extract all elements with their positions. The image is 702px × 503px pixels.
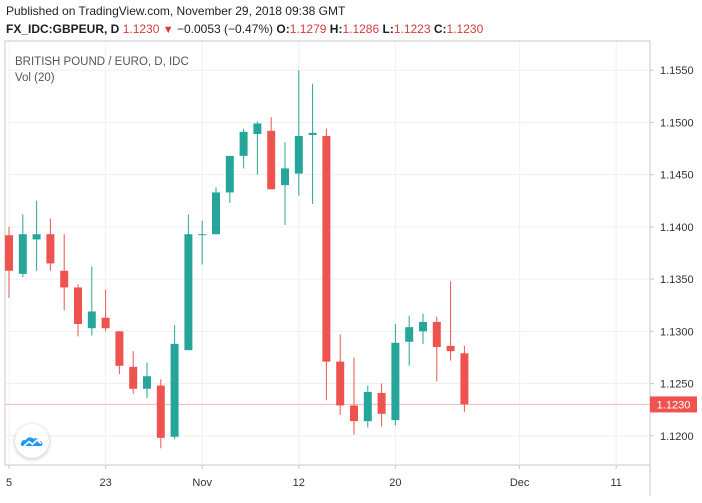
- candle-body: [419, 321, 427, 332]
- candle-body: [267, 130, 276, 190]
- price-chart-svg[interactable]: 1.1550 1.1500 1.1450 1.1400 1.1350 1.1300 1.12…: [4, 40, 697, 496]
- y-tick-label: 1.1500: [660, 117, 694, 129]
- candle-body: [101, 317, 110, 329]
- candle-body: [156, 385, 165, 438]
- candle-body: [46, 234, 55, 264]
- candle-body: [253, 123, 262, 134]
- candle-body: [115, 331, 124, 366]
- x-tick-label: 23: [99, 477, 111, 489]
- candle-body: [87, 311, 96, 329]
- low-label: L:: [382, 22, 394, 36]
- y-tick-label: 1.1550: [660, 65, 694, 77]
- candle-body: [225, 155, 234, 193]
- current-price-tag: [650, 396, 697, 413]
- last-price: 1.1230: [122, 22, 160, 36]
- volume-legend[interactable]: Vol (20): [15, 72, 55, 84]
- y-tick-label: 1.1200: [660, 431, 694, 443]
- open-value: 1.1279: [289, 22, 327, 36]
- candle-body: [405, 327, 414, 342]
- candle-body: [308, 132, 317, 135]
- symbol-name[interactable]: FX_IDC:GBPEUR, D: [6, 22, 120, 36]
- candle-body: [143, 376, 151, 389]
- candle-body: [391, 342, 400, 421]
- x-tick-label: Nov: [192, 477, 212, 489]
- candle-body: [281, 168, 289, 186]
- candle-body: [363, 391, 372, 422]
- current-price-tag-label: 1.1230: [657, 399, 691, 411]
- y-tick-label: 1.1350: [660, 274, 694, 286]
- candle-body: [432, 321, 441, 347]
- candle-body: [212, 192, 220, 235]
- x-tick-label: 11: [610, 477, 621, 489]
- y-tick-label: 1.1450: [660, 170, 694, 182]
- candle-body: [184, 234, 193, 351]
- x-tick-label: Dec: [510, 477, 530, 489]
- candle-body: [5, 235, 13, 271]
- y-tick-label: 1.1300: [660, 326, 694, 338]
- candle-body: [377, 392, 386, 414]
- close-label: C:: [433, 22, 447, 36]
- x-tick-label: 20: [389, 477, 401, 489]
- published-note: Published on TradingView.com, November 2…: [6, 4, 346, 18]
- symbol-ohlc-bar: FX_IDC:GBPEUR, D 1.1230 ▼ −0.0053 (−0.47…: [6, 22, 483, 36]
- candle-body: [170, 343, 179, 437]
- candle-body: [198, 234, 207, 236]
- chart-legend-title[interactable]: BRITISH POUND / EURO, D, IDC: [15, 56, 189, 68]
- candle-body: [239, 131, 248, 156]
- candle-body: [336, 361, 345, 406]
- high-value: 1.1286: [342, 22, 380, 36]
- candle-body: [32, 234, 41, 240]
- candle-body: [446, 345, 455, 352]
- price-change: −0.0053 (−0.47%): [176, 22, 274, 36]
- y-tick-label: 1.1250: [660, 379, 694, 391]
- high-label: H:: [329, 22, 343, 36]
- x-tick-label: 5: [6, 477, 12, 489]
- x-tick-label: 12: [293, 477, 305, 489]
- candle-body: [74, 287, 82, 325]
- open-label: O:: [276, 22, 290, 36]
- tradingview-cloud-icon[interactable]: [15, 424, 49, 458]
- candle-body: [129, 366, 138, 389]
- candle-body: [294, 136, 303, 174]
- candle-body: [18, 234, 27, 274]
- candle-body: [322, 136, 331, 362]
- y-tick-label: 1.1400: [660, 222, 694, 234]
- down-arrow-icon: ▼: [162, 24, 174, 36]
- candle-body: [60, 270, 69, 288]
- chart-area[interactable]: 1.1550 1.1500 1.1450 1.1400 1.1350 1.1300 1.12…: [4, 40, 697, 496]
- candle-body: [460, 353, 469, 405]
- low-value: 1.1223: [393, 22, 431, 36]
- close-value: 1.1230: [446, 22, 484, 36]
- candle-body: [350, 405, 358, 422]
